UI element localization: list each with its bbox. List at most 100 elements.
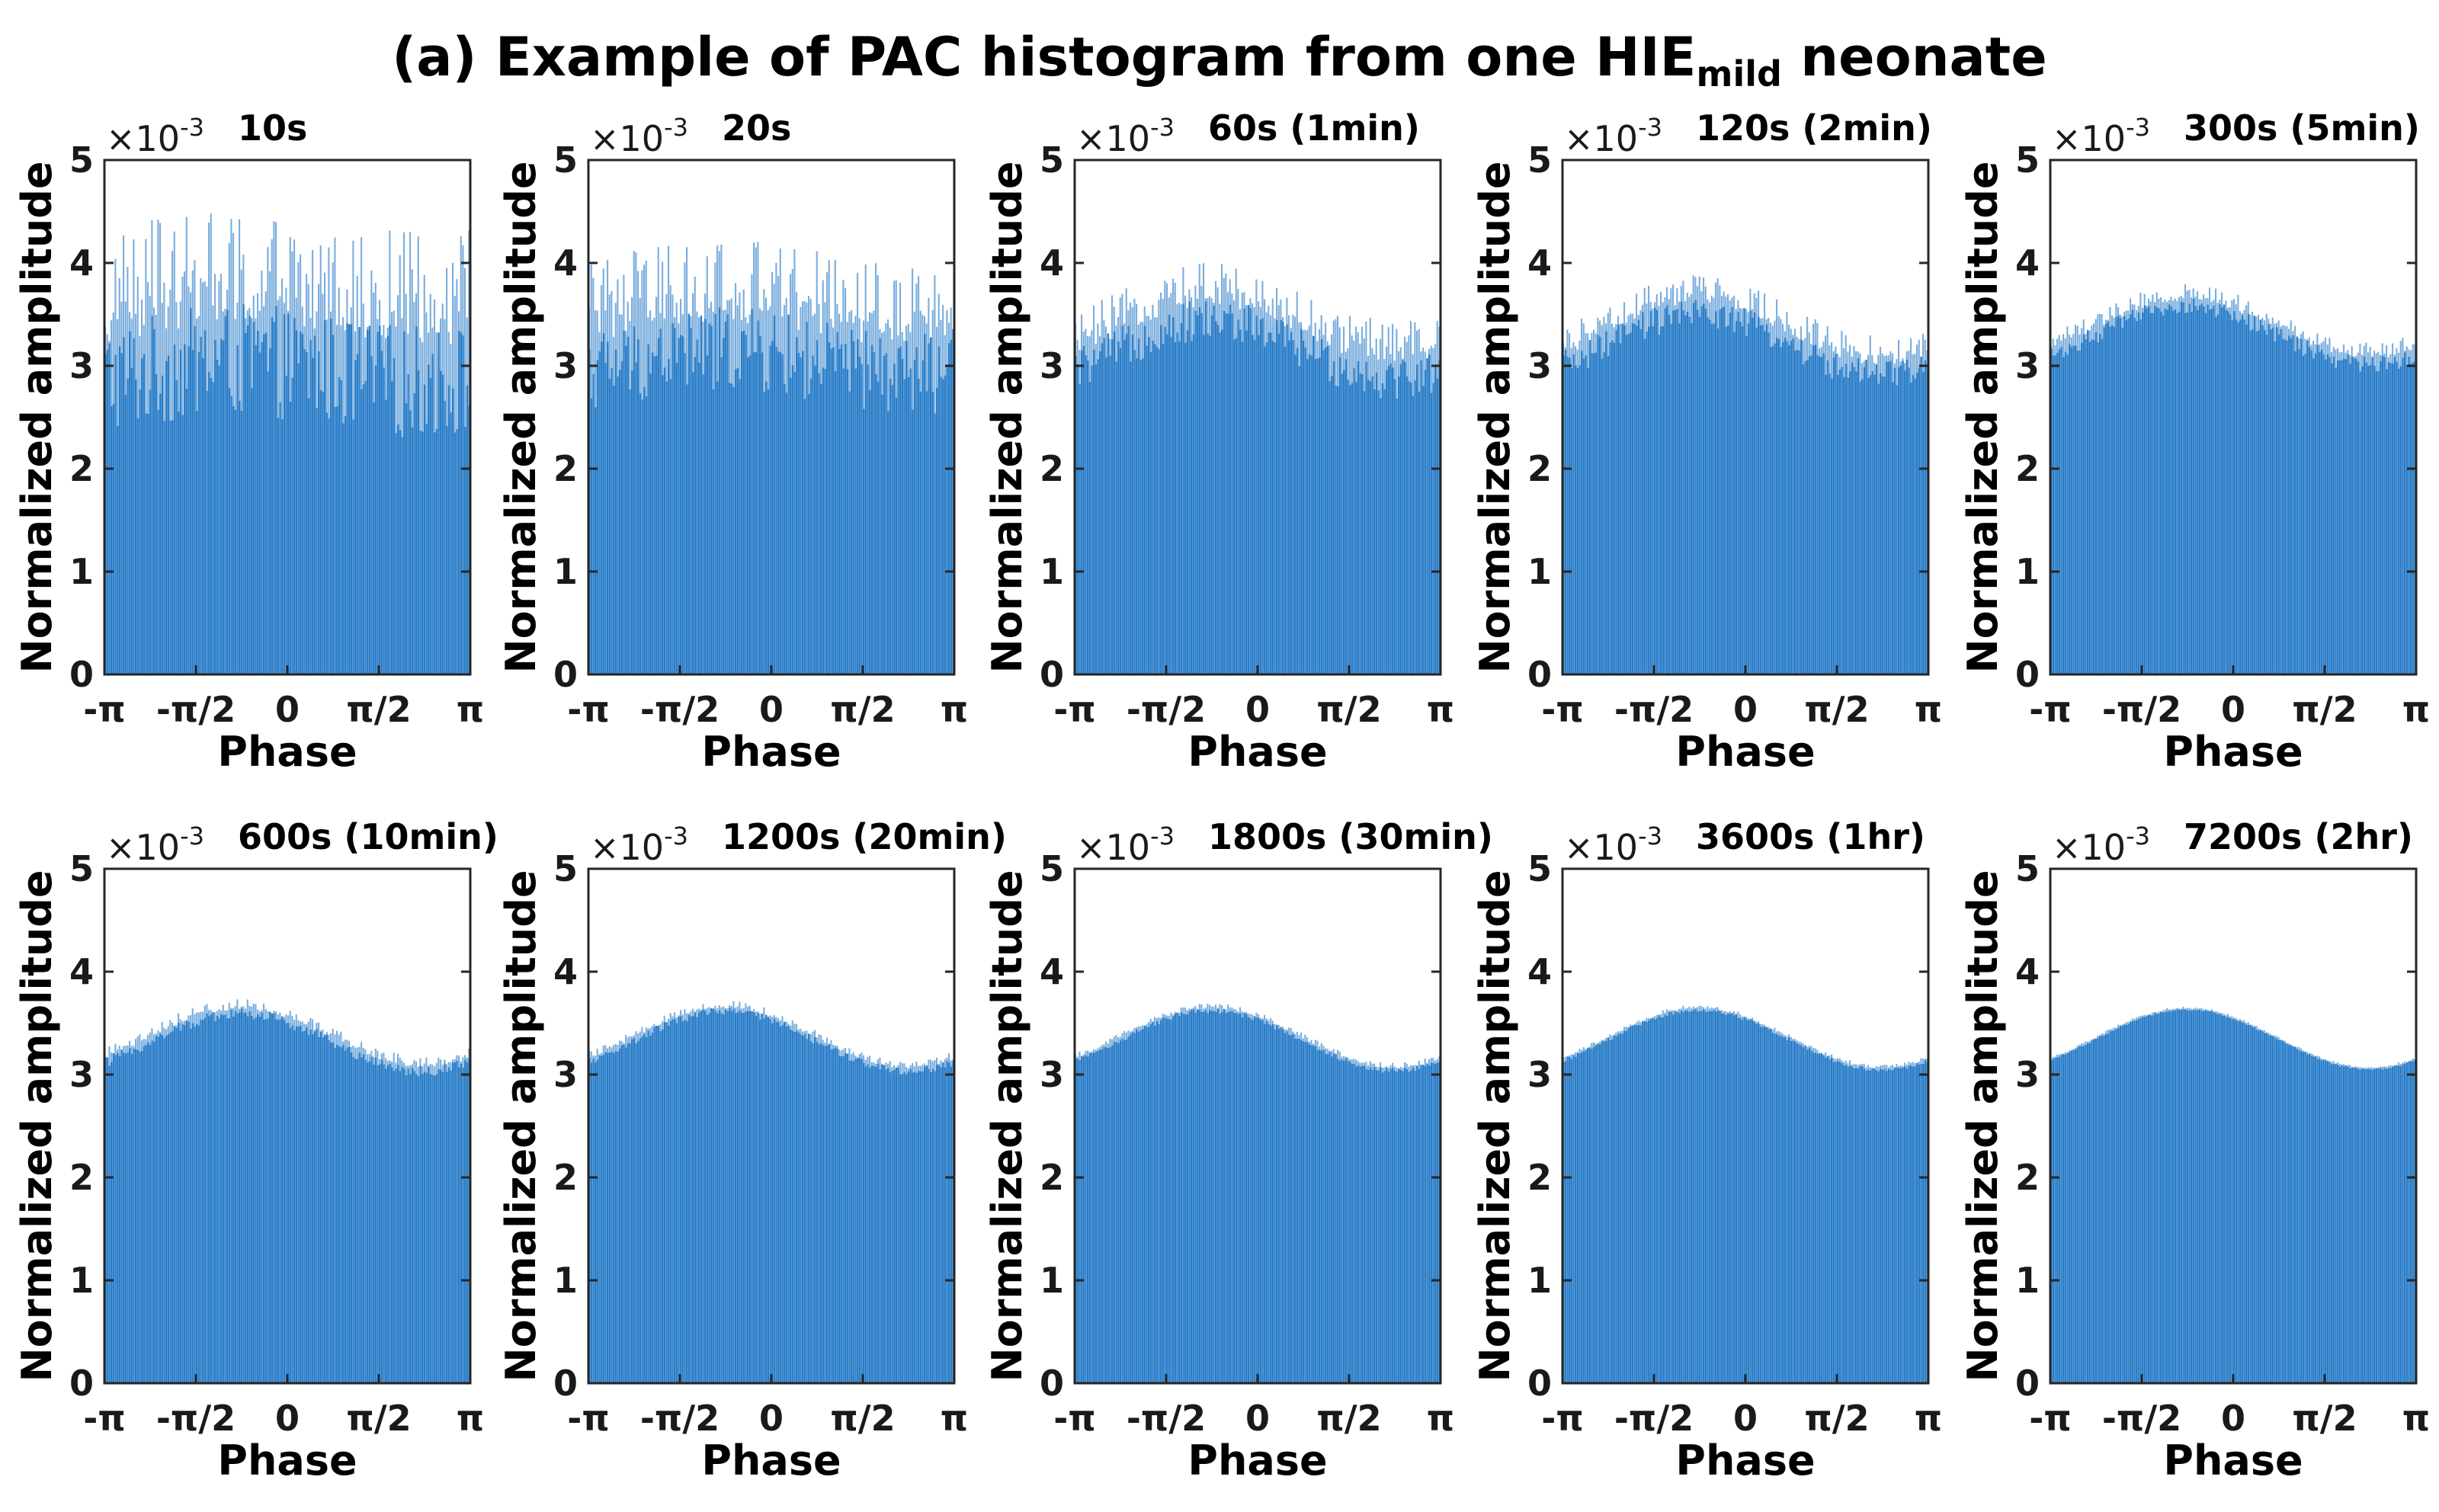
histogram-bar-peak [374, 1048, 377, 1058]
histogram-bar [434, 1075, 436, 1383]
histogram-bar [1282, 1029, 1284, 1383]
histogram-bar-peak [1337, 316, 1339, 386]
y-tick-label: 3 [2015, 345, 2040, 386]
histogram-bar-peak [814, 313, 816, 366]
histogram-bar [2139, 1018, 2142, 1383]
histogram-bar [220, 338, 223, 674]
histogram-bar-peak [130, 1046, 133, 1054]
histogram-bar [1859, 381, 1861, 674]
histogram-bar-peak [1298, 1035, 1300, 1039]
histogram-bar [611, 1051, 613, 1383]
histogram-bar [1099, 1049, 1101, 1383]
x-tick-label: -π/2 [156, 689, 236, 730]
histogram-bar-peak [1613, 1034, 1615, 1036]
histogram-bar [1117, 1043, 1120, 1383]
histogram-bar-peak [1668, 299, 1670, 316]
histogram-bar-peak [367, 327, 369, 330]
histogram-bar-peak [2186, 290, 2188, 312]
histogram-bar-peak [1178, 1013, 1181, 1017]
histogram-bar [346, 323, 348, 674]
histogram-bar [297, 363, 300, 674]
histogram-bar [338, 376, 341, 674]
histogram-bar-peak [364, 1049, 367, 1060]
histogram-bar [681, 1021, 684, 1383]
histogram-bar [452, 388, 454, 674]
histogram-bar-peak [848, 312, 851, 392]
y-tick-label: 3 [553, 345, 578, 386]
histogram-bar-peak [393, 1052, 395, 1071]
histogram-bar-peak [1594, 1043, 1597, 1046]
histogram-bar [2288, 335, 2290, 674]
histogram-bar-peak [1581, 319, 1583, 351]
histogram-bar-peak [2081, 1043, 2083, 1046]
histogram-bar [1235, 338, 1238, 674]
histogram-bar [678, 1016, 680, 1383]
histogram-bar-peak [336, 325, 338, 407]
histogram-bar-peak [1788, 324, 1790, 346]
histogram-bar-peak [447, 332, 450, 386]
histogram-bar-peak [2239, 311, 2242, 320]
histogram-bar-peak [289, 237, 291, 402]
histogram-bar-peak [2258, 1028, 2260, 1031]
histogram-bar [2349, 364, 2351, 674]
histogram-bar-peak [1883, 1065, 1886, 1069]
histogram-bar-peak [1631, 1025, 1633, 1026]
histogram-bar [464, 1059, 466, 1383]
histogram-bar-peak [601, 285, 603, 342]
x-tick-label: π/2 [2292, 1398, 2357, 1439]
histogram-bar-peak [1166, 283, 1168, 335]
histogram-bar-peak [336, 1030, 338, 1045]
histogram-bar-peak [123, 1046, 125, 1053]
histogram-bar-peak [718, 1005, 720, 1011]
histogram-bar [1402, 360, 1404, 674]
histogram-bar [281, 1017, 284, 1383]
histogram-bar [1684, 1010, 1687, 1383]
histogram-bar-peak [139, 1034, 141, 1052]
histogram-bar [437, 1068, 440, 1383]
histogram-bar-peak [2076, 325, 2078, 351]
histogram-bar [373, 402, 375, 674]
histogram-bar [1344, 1058, 1348, 1383]
histogram-bar [242, 1012, 245, 1383]
histogram-bar [729, 1007, 731, 1383]
histogram-bar-peak [411, 1064, 413, 1068]
histogram-bar [1233, 339, 1236, 674]
histogram-bar [185, 1020, 188, 1383]
histogram-bar-peak [2162, 302, 2164, 316]
histogram-bar [1912, 1066, 1915, 1383]
histogram-bar-peak [1286, 1029, 1288, 1032]
histogram-bar [1210, 315, 1213, 674]
histogram-bar [1286, 324, 1288, 674]
histogram-bar [447, 1067, 450, 1383]
histogram-bar [2142, 312, 2144, 674]
histogram-bar-peak [678, 1015, 680, 1017]
histogram-bar-peak [663, 318, 665, 368]
histogram-bar [407, 1068, 409, 1383]
histogram-bar [2087, 1043, 2089, 1383]
histogram-bar-peak [301, 306, 303, 335]
histogram-bar [460, 332, 463, 674]
histogram-bar [1235, 1012, 1238, 1383]
histogram-bar [867, 364, 869, 674]
histogram-bar [1300, 328, 1303, 674]
histogram-bar [891, 1070, 893, 1383]
histogram-bar-peak [1790, 1036, 1792, 1041]
histogram-bar-peak [1621, 1030, 1623, 1034]
histogram-bar-peak [755, 247, 757, 353]
histogram-bar-peak [619, 314, 621, 370]
histogram-bar-peak [940, 1060, 942, 1068]
histogram-bar [617, 1051, 619, 1383]
histogram-bar [1292, 1033, 1294, 1383]
histogram-bar [1387, 366, 1390, 674]
histogram-bar-peak [236, 303, 239, 345]
histogram-bar-peak [822, 1040, 824, 1046]
histogram-bar [373, 1064, 375, 1383]
histogram-bar [214, 340, 216, 674]
histogram-bar-peak [747, 1006, 749, 1011]
histogram-bar [1908, 1065, 1910, 1383]
histogram-bar [812, 1043, 814, 1383]
y-scale-power: -3 [664, 822, 688, 850]
histogram-bar-peak [1091, 1051, 1093, 1053]
histogram-bar [1727, 1013, 1729, 1383]
histogram-bar-peak [2399, 1063, 2402, 1066]
